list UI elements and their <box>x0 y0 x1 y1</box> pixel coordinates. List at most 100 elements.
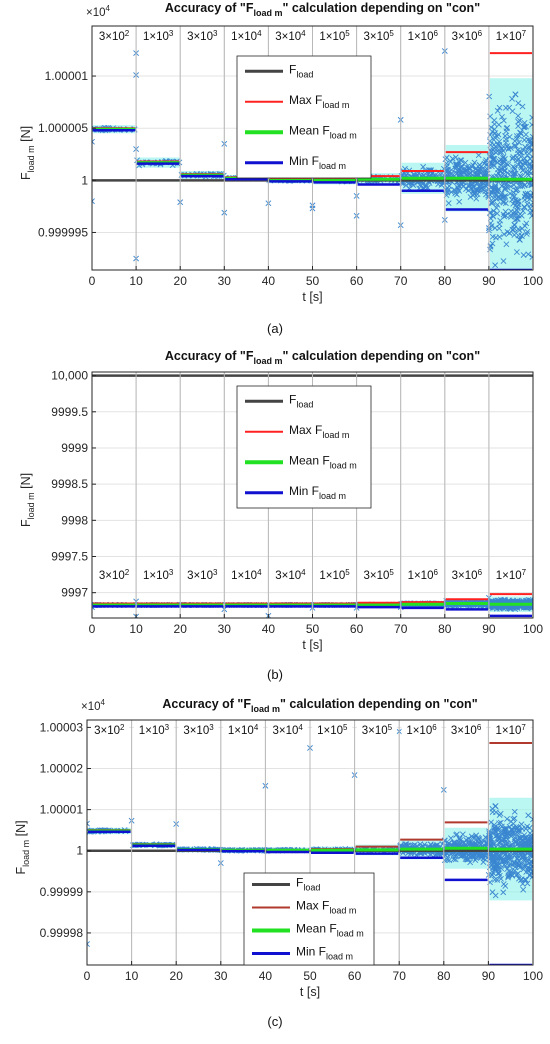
con-label-bg <box>314 29 355 44</box>
data-point <box>511 860 518 867</box>
data-point <box>494 862 501 869</box>
data-point <box>504 866 510 873</box>
data-point <box>496 104 503 111</box>
data-point <box>504 170 511 176</box>
x-tick-label: 70 <box>393 969 407 983</box>
x-tick-label: 60 <box>348 969 362 983</box>
data-point <box>513 154 520 161</box>
data-point <box>499 837 506 844</box>
data-point <box>528 858 533 865</box>
con-label: 1×104 <box>228 723 259 737</box>
data-point <box>496 158 502 164</box>
x-tick-label: 0 <box>84 969 91 983</box>
data-point <box>529 873 533 880</box>
data-point <box>520 886 527 893</box>
con-label: 3×102 <box>99 568 130 582</box>
data-point <box>510 189 517 196</box>
data-point <box>520 208 526 214</box>
data-point <box>518 877 524 884</box>
data-point <box>513 207 520 214</box>
con-label: 1×104 <box>231 29 262 43</box>
con-label-bg <box>402 568 443 583</box>
chart-panel-scatter: 3×102 1×103 3×103 1×104 3×104 1×105 3×105 1×106… <box>19 349 543 652</box>
data-point <box>500 889 507 896</box>
data-point <box>519 167 526 174</box>
data-point <box>471 191 478 198</box>
data-point <box>509 597 516 604</box>
data-point <box>468 170 474 177</box>
data-point <box>503 832 510 838</box>
y-tick-label: 1.00001 <box>40 803 84 817</box>
data-point <box>523 131 529 138</box>
data-point <box>527 139 533 146</box>
con-label-bg <box>223 723 264 738</box>
data-point <box>504 184 511 191</box>
data-point <box>514 215 521 222</box>
con-label-bg <box>182 29 223 44</box>
data-point <box>494 133 501 140</box>
data-point <box>511 181 517 188</box>
data-point <box>455 158 462 165</box>
data-point <box>502 133 509 139</box>
y-axis-label: Fload m [N] <box>19 473 36 527</box>
data-point <box>529 114 533 121</box>
data-point <box>498 856 505 863</box>
data-point <box>523 168 530 175</box>
y-tick-label: 9998.5 <box>51 477 88 491</box>
data-point <box>504 816 510 822</box>
data-point <box>508 841 515 848</box>
con-label-bg <box>226 29 267 44</box>
y-tick-label: 1.000005 <box>38 121 88 135</box>
data-point <box>529 208 533 215</box>
data-point <box>450 856 457 863</box>
data-point <box>515 112 522 119</box>
data-point <box>491 841 497 848</box>
y-tick-label: 0.99999 <box>40 885 84 899</box>
data-point <box>528 213 533 219</box>
x-tick-label: 0 <box>89 274 96 288</box>
data-point <box>515 198 521 205</box>
legend-box <box>243 872 375 966</box>
legend-box <box>236 385 372 509</box>
data-point <box>495 870 501 877</box>
data-point <box>500 117 507 124</box>
data-point <box>520 252 527 258</box>
x-tick-label: 10 <box>129 274 143 288</box>
data-point <box>521 137 528 143</box>
legend-box <box>236 55 372 179</box>
data-point <box>494 210 501 217</box>
con-label: 1×106 <box>406 723 437 737</box>
data-point <box>496 138 503 145</box>
con-label-bg <box>490 568 531 583</box>
data-point <box>483 161 490 168</box>
con-label-bg <box>89 723 130 738</box>
con-label-bg <box>94 29 135 44</box>
data-point <box>444 168 450 175</box>
legend-label: Min Fload m <box>289 154 346 171</box>
data-point <box>514 186 521 193</box>
data-point <box>487 154 493 161</box>
y-tick-label: 9997 <box>61 586 88 600</box>
data-point <box>513 249 520 256</box>
data-point <box>501 213 508 220</box>
data-point <box>492 262 499 269</box>
data-point <box>454 170 460 177</box>
data-point <box>526 872 533 879</box>
data-point <box>459 831 466 838</box>
data-point <box>513 216 520 222</box>
y-tick-label: 9998 <box>61 513 88 527</box>
data-point <box>454 184 461 191</box>
data-point <box>529 147 533 154</box>
data-point <box>466 166 473 173</box>
x-tick-label: 100 <box>523 969 543 983</box>
con-label: 3×105 <box>362 723 393 737</box>
data-point <box>458 168 464 174</box>
data-point <box>490 213 497 220</box>
panel-caption: (b) <box>267 667 283 682</box>
data-point <box>510 226 517 233</box>
con-label-bg <box>178 723 219 738</box>
data-point <box>500 881 507 888</box>
data-point <box>515 232 522 239</box>
data-point <box>444 189 451 196</box>
